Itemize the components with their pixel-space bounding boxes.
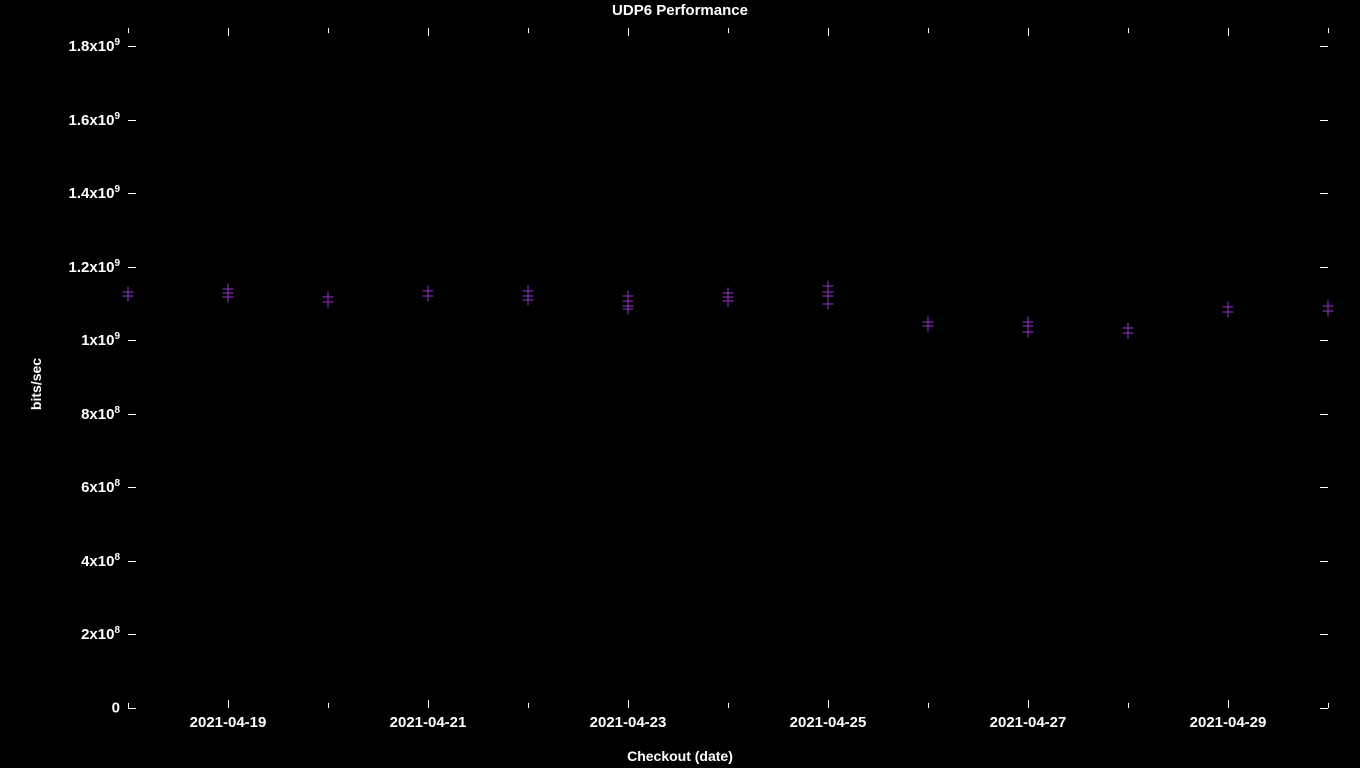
- chart-title: UDP6 Performance: [0, 2, 1360, 19]
- y-tick-label: 1x109: [81, 331, 120, 349]
- y-tick-mark: [128, 708, 136, 709]
- plot-area: [128, 28, 1328, 708]
- x-minor-tick-mark: [328, 703, 329, 708]
- x-minor-tick-mark: [1328, 28, 1329, 33]
- x-tick-mark: [828, 700, 829, 708]
- y-tick-label: 1.6x109: [69, 111, 120, 129]
- y-tick-label: 1.4x109: [69, 184, 120, 202]
- y-tick-mark: [1320, 46, 1328, 47]
- x-minor-tick-mark: [728, 703, 729, 708]
- y-tick-mark: [128, 193, 136, 194]
- y-tick-label: 8x108: [81, 405, 120, 423]
- y-tick-label: 6x108: [81, 478, 120, 496]
- y-tick-mark: [128, 561, 136, 562]
- x-minor-tick-mark: [128, 28, 129, 33]
- x-axis-label: Checkout (date): [0, 748, 1360, 764]
- y-tick-label: 1.2x109: [69, 258, 120, 276]
- y-tick-label: 2x108: [81, 625, 120, 643]
- x-tick-label: 2021-04-25: [790, 714, 867, 731]
- y-tick-mark: [128, 634, 136, 635]
- x-minor-tick-mark: [1128, 28, 1129, 33]
- x-minor-tick-mark: [128, 703, 129, 708]
- x-tick-label: 2021-04-29: [1190, 714, 1267, 731]
- x-tick-mark: [1228, 700, 1229, 708]
- x-tick-label: 2021-04-23: [590, 714, 667, 731]
- x-tick-mark: [828, 28, 829, 36]
- y-tick-mark: [1320, 634, 1328, 635]
- x-tick-label: 2021-04-27: [990, 714, 1067, 731]
- y-tick-label: 0: [112, 700, 120, 717]
- x-tick-mark: [628, 28, 629, 36]
- y-tick-mark: [128, 414, 136, 415]
- x-tick-mark: [228, 28, 229, 36]
- y-tick-mark: [1320, 487, 1328, 488]
- x-minor-tick-mark: [1328, 703, 1329, 708]
- x-tick-label: 2021-04-21: [390, 714, 467, 731]
- x-minor-tick-mark: [1128, 703, 1129, 708]
- x-tick-mark: [1028, 28, 1029, 36]
- x-minor-tick-mark: [928, 703, 929, 708]
- x-minor-tick-mark: [528, 703, 529, 708]
- y-tick-label: 4x108: [81, 552, 120, 570]
- x-minor-tick-mark: [928, 28, 929, 33]
- y-tick-mark: [1320, 414, 1328, 415]
- x-tick-label: 2021-04-19: [190, 714, 267, 731]
- y-tick-mark: [128, 340, 136, 341]
- x-minor-tick-mark: [528, 28, 529, 33]
- y-tick-mark: [128, 487, 136, 488]
- y-tick-label: 1.8x109: [69, 37, 120, 55]
- x-tick-mark: [228, 700, 229, 708]
- chart-container: UDP6 Performance bits/sec Checkout (date…: [0, 0, 1360, 768]
- y-tick-mark: [1320, 708, 1328, 709]
- y-tick-mark: [128, 120, 136, 121]
- y-tick-mark: [1320, 340, 1328, 341]
- x-minor-tick-mark: [328, 28, 329, 33]
- x-tick-mark: [428, 28, 429, 36]
- y-tick-mark: [1320, 120, 1328, 121]
- x-tick-mark: [428, 700, 429, 708]
- x-tick-mark: [628, 700, 629, 708]
- y-tick-mark: [1320, 193, 1328, 194]
- x-tick-mark: [1028, 700, 1029, 708]
- y-tick-mark: [1320, 267, 1328, 268]
- y-tick-mark: [128, 267, 136, 268]
- y-axis-label: bits/sec: [28, 358, 44, 410]
- x-tick-mark: [1228, 28, 1229, 36]
- y-tick-mark: [128, 46, 136, 47]
- y-tick-mark: [1320, 561, 1328, 562]
- x-minor-tick-mark: [728, 28, 729, 33]
